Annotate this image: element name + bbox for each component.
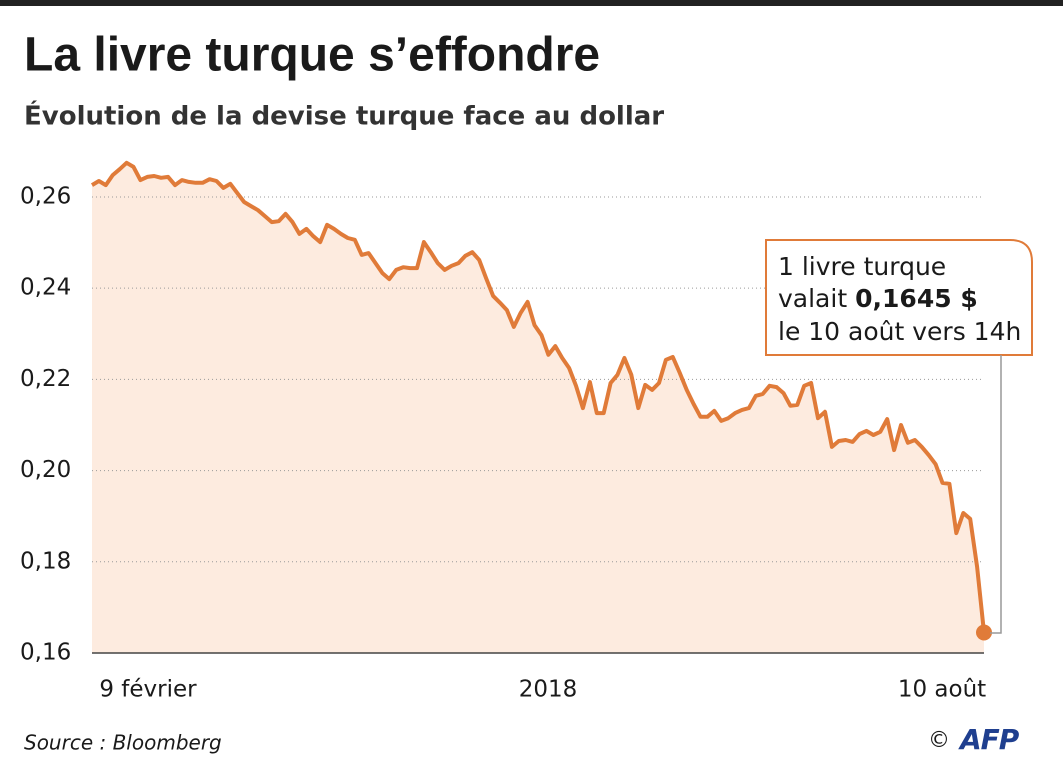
line — [90, 160, 986, 633]
y-tick-label: 0,20 — [20, 457, 71, 483]
x-tick-label: 10 août — [898, 677, 986, 703]
y-tick-label: 0,16 — [20, 640, 71, 666]
x-axis-label: 2018 — [519, 677, 578, 703]
annotation-line: le 10 août vers 14h — [778, 317, 1021, 346]
logo: AFP — [958, 723, 1020, 756]
credit: © — [928, 728, 950, 753]
y-tick-label: 0,24 — [20, 275, 71, 301]
plot-area: 0,16 0,18 0,20 0,22 0,24 0,26 9 février 10 août — [20, 160, 992, 703]
x-tick-label: 9 février — [99, 677, 197, 703]
source: Source : Bloomberg — [24, 731, 222, 755]
annotation-text: valait — [778, 284, 847, 313]
chart-subtitle: Évolution de la devise turque face au do… — [24, 100, 664, 132]
annotation-connector — [990, 355, 1002, 634]
y-tick-label: 0,26 — [20, 183, 71, 209]
chart-title: La livre turque s’effondre — [24, 29, 600, 82]
area — [92, 162, 984, 654]
annotation-line: 1 livre turque — [778, 252, 946, 281]
annotation-box — [765, 239, 1033, 356]
top-bar — [0, 0, 1063, 6]
point — [976, 624, 992, 641]
annotation-value: 0,1645 $ — [855, 284, 978, 313]
y-tick-label: 0,18 — [20, 548, 71, 574]
annotation-line: valait 0,1645 $ — [778, 284, 978, 313]
y-tick-label: 0,22 — [20, 366, 71, 392]
